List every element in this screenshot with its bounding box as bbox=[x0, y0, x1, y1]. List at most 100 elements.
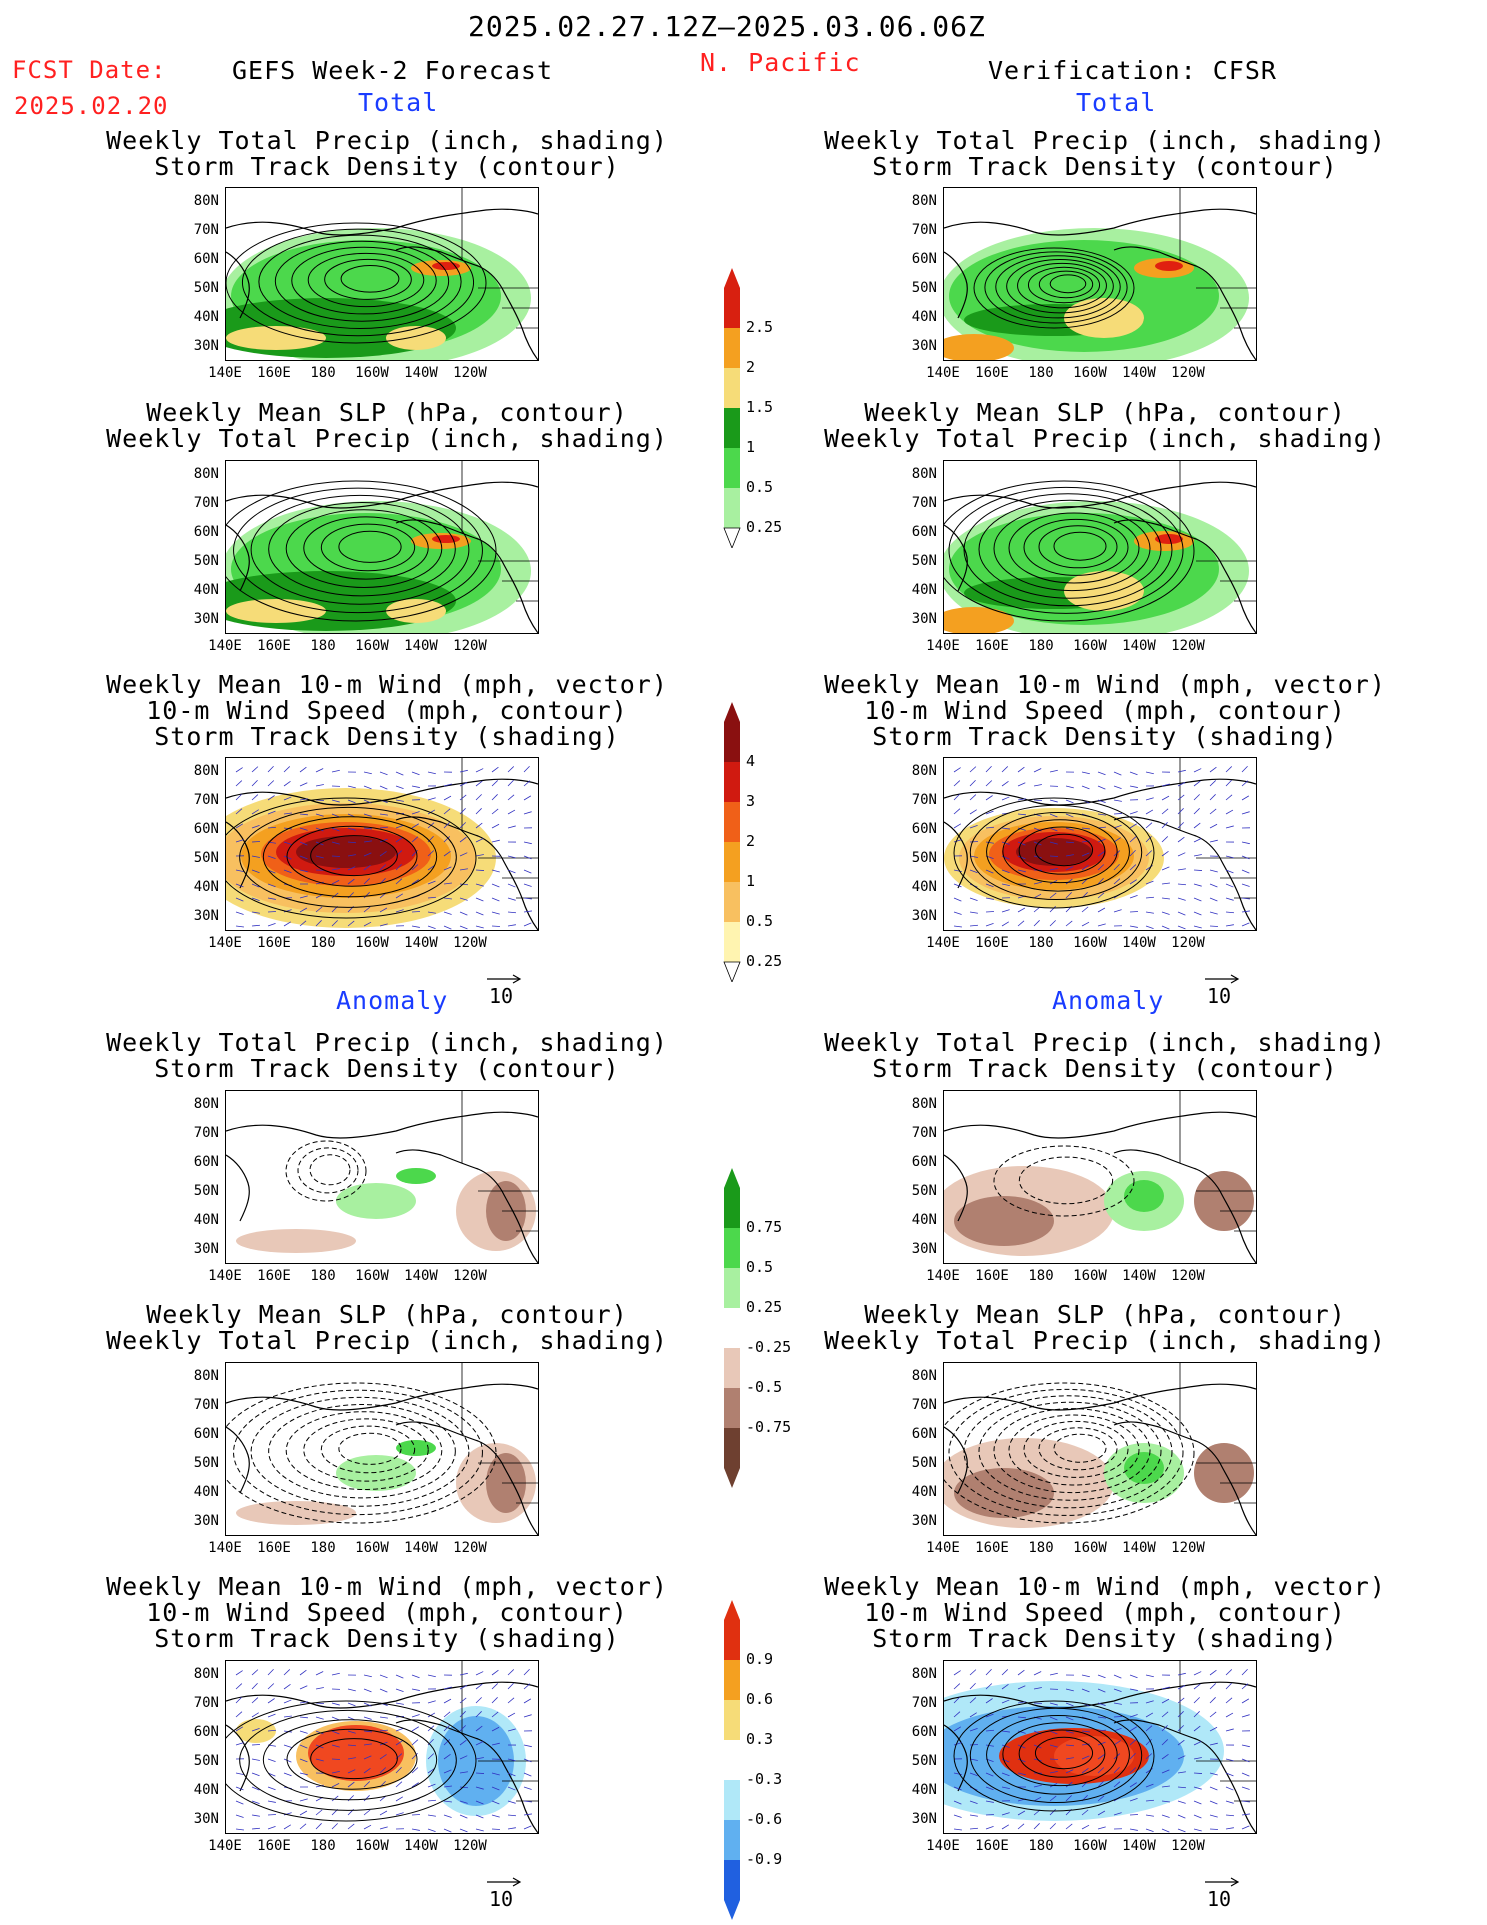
panel-title-5-right: Weekly Mean 10-m Wind (mph, vector) 10-m… bbox=[824, 1572, 1386, 1653]
lat-tick-label: 50N bbox=[193, 1753, 219, 1769]
lon-tick-label: 120W bbox=[453, 638, 487, 654]
lat-tick-label: 40N bbox=[193, 1484, 219, 1500]
wind-speed-contours bbox=[953, 1700, 1155, 1812]
lat-tick-label: 70N bbox=[193, 222, 219, 238]
political-borders bbox=[461, 758, 538, 899]
precip-shading-yellow bbox=[1064, 571, 1144, 611]
lon-tick-label: 160E bbox=[257, 365, 291, 381]
storm-track-anom-contours bbox=[285, 1140, 367, 1202]
slp-contours bbox=[338, 530, 402, 563]
north-america-coastline bbox=[395, 519, 538, 633]
track-anom-red bbox=[308, 1725, 404, 1781]
colorbar-label: 2 bbox=[746, 832, 756, 850]
lon-tick-label: 140E bbox=[208, 638, 242, 654]
vector-reference-label: 10 bbox=[489, 1887, 514, 1911]
slp-contours bbox=[944, 1382, 1195, 1524]
lon-tick-label: 140W bbox=[404, 935, 438, 951]
north-america-coastline bbox=[395, 816, 538, 930]
asia-coastline bbox=[226, 1426, 250, 1494]
wind-speed-contours bbox=[1002, 1722, 1118, 1787]
anom-precip-green-light bbox=[336, 1455, 416, 1491]
lat-tick-label: 70N bbox=[911, 1397, 937, 1413]
wind-speed-contours bbox=[986, 812, 1130, 892]
storm-track-contours bbox=[1017, 262, 1107, 309]
lon-tick-label: 140W bbox=[404, 1838, 438, 1854]
panel-title-3-left: Weekly Total Precip (inch, shading) Stor… bbox=[106, 1028, 668, 1083]
anom-precip-green-mid bbox=[1124, 1180, 1164, 1212]
lat-tick-label: 60N bbox=[193, 821, 219, 837]
anom-precip-green-mid bbox=[396, 1440, 436, 1456]
slp-contours bbox=[993, 1408, 1151, 1494]
wind-speed-contours bbox=[226, 1700, 477, 1822]
asia-coastline bbox=[226, 1154, 250, 1222]
precip-shading-yellow bbox=[386, 599, 446, 623]
colorbar-label: 0.5 bbox=[746, 1258, 774, 1276]
slp-contours bbox=[1038, 525, 1118, 569]
lon-tick-label: 120W bbox=[1171, 638, 1205, 654]
colorbar-label: 2.5 bbox=[746, 318, 774, 336]
section-total-right: Total bbox=[1076, 88, 1157, 117]
slp-contours bbox=[226, 480, 497, 622]
political-borders bbox=[1179, 1091, 1256, 1232]
wind-speed-contours bbox=[262, 816, 438, 898]
asia-coastline bbox=[944, 251, 968, 319]
track-anom-red-light bbox=[1054, 1736, 1134, 1776]
lat-tick-label: 70N bbox=[193, 1397, 219, 1413]
vector-reference-label: 10 bbox=[1207, 1887, 1232, 1911]
period-title: 2025.02.27.12Z–2025.03.06.06Z bbox=[468, 10, 986, 43]
colorbar-label: 4 bbox=[746, 752, 756, 770]
lon-tick-label: 160W bbox=[355, 1838, 389, 1854]
lon-tick-label: 140E bbox=[208, 1540, 242, 1556]
lon-tick-label: 180 bbox=[310, 935, 336, 951]
storm-track-anom-contours bbox=[309, 1154, 351, 1186]
precip-shading-yellow bbox=[226, 326, 326, 350]
storm-track-anom-contours bbox=[297, 1147, 359, 1194]
anom-precip-green-light bbox=[336, 1183, 416, 1219]
lat-tick-label: 60N bbox=[911, 1724, 937, 1740]
storm-track-contours bbox=[340, 264, 400, 293]
arctic-coastline bbox=[226, 208, 538, 236]
slp-contours bbox=[285, 509, 443, 588]
wind-speed-contours bbox=[1018, 1729, 1106, 1778]
wind-speed-contours bbox=[1034, 833, 1094, 867]
lat-tick-label: 50N bbox=[911, 1753, 937, 1769]
lat-tick-label: 40N bbox=[193, 582, 219, 598]
map-panel-3-right bbox=[943, 1090, 1257, 1264]
storm-track-contours bbox=[995, 255, 1121, 319]
precip-shading-red bbox=[432, 262, 460, 270]
slp-contours bbox=[963, 1395, 1173, 1509]
storm-track-contours bbox=[1027, 266, 1101, 304]
vector-reference-arrow bbox=[1205, 974, 1240, 984]
lat-tick-label: 80N bbox=[911, 1368, 937, 1384]
storm-track-contours bbox=[226, 222, 487, 344]
section-anomaly-left: Anomaly bbox=[336, 986, 449, 1015]
lat-tick-label: 60N bbox=[193, 251, 219, 267]
asia-coastline bbox=[226, 251, 250, 319]
lat-tick-label: 40N bbox=[911, 1484, 937, 1500]
lon-tick-label: 140W bbox=[1122, 638, 1156, 654]
political-borders bbox=[461, 1091, 538, 1232]
vector-reference-arrow bbox=[1205, 1877, 1240, 1887]
colorbar-label: 0.25 bbox=[746, 1298, 783, 1316]
wind-speed-contours bbox=[986, 1715, 1130, 1795]
lon-tick-label: 180 bbox=[1028, 638, 1054, 654]
colorbar-label: 1.5 bbox=[746, 398, 774, 416]
lon-tick-label: 120W bbox=[1171, 1540, 1205, 1556]
lon-tick-label: 180 bbox=[310, 1268, 336, 1284]
lon-tick-label: 160E bbox=[257, 1838, 291, 1854]
precip-shading-orange bbox=[944, 607, 1014, 633]
lat-tick-label: 60N bbox=[193, 524, 219, 540]
lon-tick-label: 160E bbox=[975, 1838, 1009, 1854]
slp-contours bbox=[250, 494, 470, 605]
anom-precip-brown-light bbox=[236, 1501, 356, 1525]
north-america-coastline bbox=[1113, 1421, 1256, 1535]
lon-tick-label: 140E bbox=[926, 365, 960, 381]
colorbar-label: -0.9 bbox=[746, 1850, 783, 1868]
lat-tick-label: 50N bbox=[911, 553, 937, 569]
storm-track-contours bbox=[258, 234, 462, 329]
lat-tick-label: 40N bbox=[193, 309, 219, 325]
lat-tick-label: 40N bbox=[193, 879, 219, 895]
lon-tick-label: 160E bbox=[975, 1540, 1009, 1556]
lon-tick-label: 140W bbox=[1122, 1540, 1156, 1556]
lat-tick-label: 50N bbox=[911, 1183, 937, 1199]
